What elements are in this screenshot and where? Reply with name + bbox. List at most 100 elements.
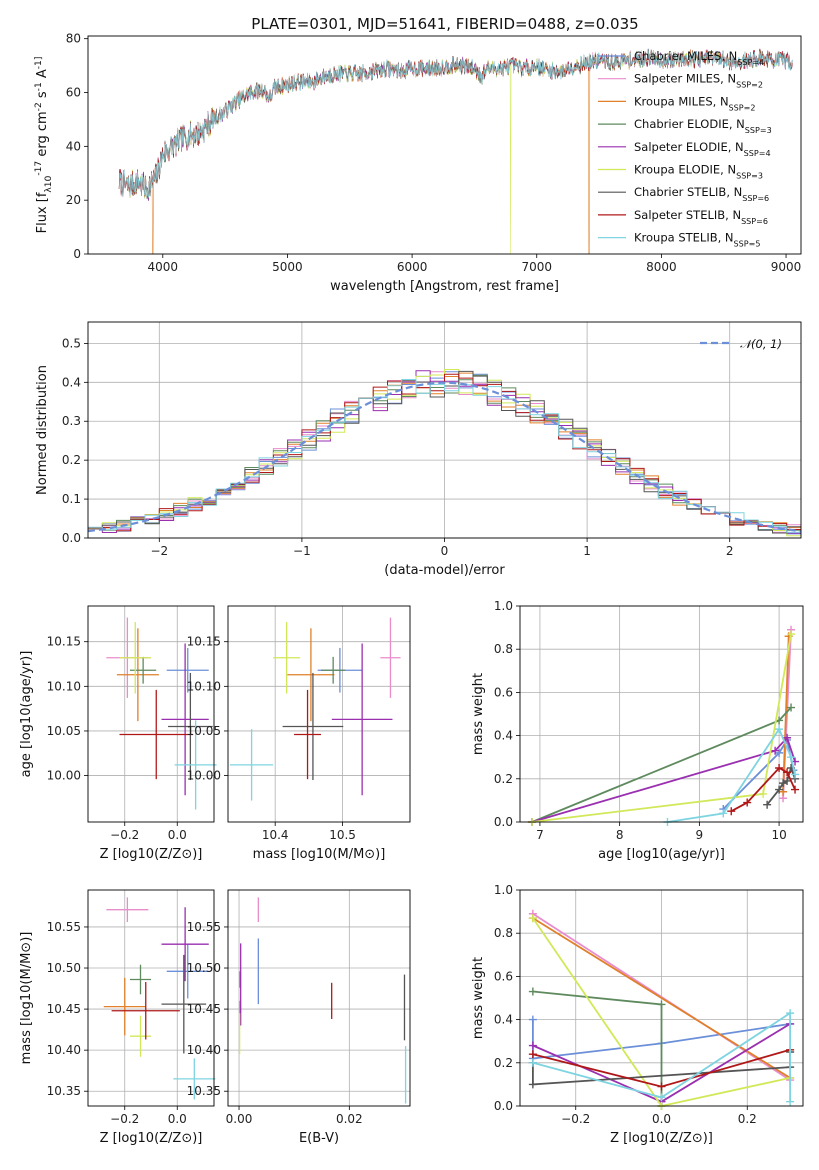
grid [228,606,410,822]
y-tick-label: 0.8 [494,926,513,940]
panel-mass-weight-vs-Z: −0.2 0.0 0.2 0.0 0.2 0.4 0.6 0.8 1.0 Z [log10(Z/Z… [471,883,804,1146]
y-tick-label: 10.40 [187,1043,221,1057]
y-tick-label: 60 [66,86,81,100]
x-tick-label: 0.00 [226,1112,253,1126]
plot-area [527,625,800,826]
plus-marker [783,776,792,785]
panel-mass-vs-Z: −0.2 0.0 10.35 10.40 10.45 10.50 10.55 Z [log10… [19,889,216,1146]
y-tick-label: 10.05 [187,724,221,738]
data-point [273,622,301,694]
x-tick-label: 0.0 [168,1112,187,1126]
mass-weight-line [531,633,792,823]
legend-entry: Salpeter MILES, NSSP=2 [634,72,763,90]
x-tick-label: 0.0 [652,1112,671,1126]
legend-entry: Kroupa MILES, NSSP=2 [634,94,755,112]
data-point [173,1058,216,1100]
x-tick-label: 8000 [646,260,677,274]
x-tick-label: −2 [150,544,168,558]
data-point [380,617,401,698]
legend-entry: 𝒩(0, 1) [740,337,782,351]
x-axis-label: Z [log10(Z/Z⊙)] [610,1131,713,1146]
data-point [161,643,209,796]
x-tick-label: 9 [696,828,704,842]
y-tick-label: 0.6 [494,969,513,983]
x-tick-label: 6000 [397,260,428,274]
plot-area [118,48,793,255]
legend-entry: Salpeter ELODIE, NSSP=4 [634,140,771,158]
panel-residuals: −2 −1 0 1 2 0.0 0.1 0.2 0.3 0.4 0.5 (data-model)/er… [35,321,802,578]
plus-marker [727,807,736,816]
legend-entry: Kroupa STELIB, NSSP=5 [634,231,760,249]
grid [88,890,214,1106]
legend-entry: Chabrier STELIB, NSSP=6 [634,185,769,203]
y-tick-label: 1.0 [494,883,513,897]
y-tick-label: 0.0 [494,815,513,829]
plot-area [528,909,795,1110]
plus-marker [763,800,772,809]
axes-frame [227,605,411,823]
plus-marker [775,785,784,794]
y-tick-label: 1.0 [494,599,513,613]
x-axis-label: mass [log10(M/M⊙)] [253,847,386,862]
x-tick-label: 0.02 [336,1112,363,1126]
legend-entry: Kroupa ELODIE, NSSP=3 [634,163,763,181]
plot-area [238,897,407,1104]
plus-marker [786,1097,795,1106]
x-axis-label: age [log10(age/yr)] [598,847,725,862]
y-tick-label: 0.2 [62,453,81,467]
plus-marker [743,798,752,807]
data-point [119,689,193,780]
data-point [130,656,157,684]
y-tick-label: 0.2 [494,1056,513,1070]
plus-marker [528,987,537,996]
legend: Chabrier MILES, NSSP=4 Salpeter MILES, NS… [598,49,772,248]
data-point [166,944,209,999]
data-point [287,628,335,722]
axes-frame [87,35,802,255]
y-tick-label: 0.0 [494,1099,513,1113]
y-tick-label: 10.35 [187,1084,221,1098]
y-tick-label: 0.8 [494,642,513,656]
y-axis-label: Flux [fλ10-17 erg cm-2 s-1 A-1] [34,57,54,234]
plus-marker [528,1080,537,1089]
data-point [119,622,151,694]
y-tick-label: 10.00 [187,769,221,783]
legend-entry: Salpeter STELIB, NSSP=6 [634,208,768,226]
plot-area [87,369,802,537]
y-tick-label: 10.05 [47,724,81,738]
mass-weight-line [531,706,792,823]
spectrum-line [118,50,793,199]
data-point [168,672,213,781]
y-tick-label: 0.4 [494,729,513,743]
y-tick-label: 10.50 [187,961,221,975]
y-tick-label: 10.55 [47,920,81,934]
y-tick-label: 10.15 [187,635,221,649]
y-tick-label: 10.40 [47,1043,81,1057]
mass-weight-line [532,1011,791,1102]
plus-marker [787,753,796,762]
plot-area [103,897,216,1100]
y-tick-label: 0.4 [494,1013,513,1027]
plus-marker [791,770,800,779]
data-point [130,1015,151,1057]
panel-spectrum: 4000 5000 6000 7000 8000 9000 0 20 40 60 80 wavelen… [34,32,802,294]
y-tick-label: 0.2 [494,772,513,786]
data-point [294,689,322,780]
x-axis-label: Z [log10(Z/Z⊙)] [100,1131,203,1146]
x-tick-label: 10.5 [329,828,356,842]
y-axis-label: mass [log10(M/M⊙)] [19,932,34,1065]
panel-age-vs-mass: 10.4 10.5 10.00 10.05 10.10 10.15 mass [log10(… [187,605,411,862]
plus-marker [783,733,792,742]
data-point [106,897,149,923]
plus-marker [528,1058,537,1067]
data-point [174,720,217,810]
plus-marker [791,785,800,794]
data-point [230,729,274,801]
x-tick-label: 1 [583,544,591,558]
y-tick-label: 0.5 [62,336,81,350]
normal-curve [87,381,802,533]
plus-marker [787,630,796,639]
y-tick-label: 20 [66,193,81,207]
plus-marker [657,1093,666,1102]
